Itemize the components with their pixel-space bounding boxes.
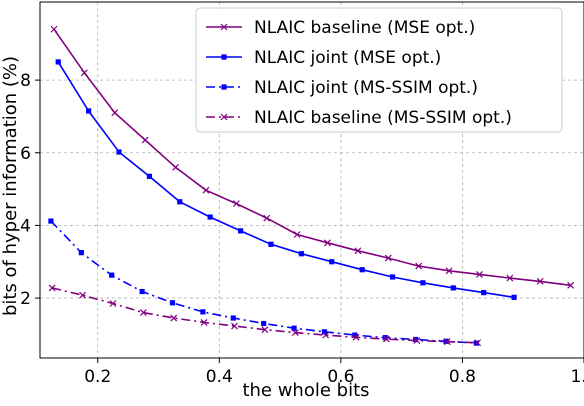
data-point bbox=[111, 109, 119, 117]
data-point bbox=[352, 332, 358, 338]
data-point bbox=[443, 338, 451, 346]
data-point bbox=[298, 251, 304, 257]
data-point bbox=[109, 300, 117, 307]
series-group bbox=[50, 25, 575, 289]
data-point bbox=[200, 318, 208, 326]
series-line bbox=[53, 28, 571, 287]
data-point bbox=[232, 200, 240, 208]
data-point bbox=[413, 337, 421, 344]
data-point bbox=[230, 315, 236, 321]
series-line bbox=[52, 287, 478, 344]
data-point bbox=[169, 300, 176, 306]
data-point bbox=[172, 163, 179, 171]
series-lines bbox=[48, 25, 575, 347]
data-point bbox=[291, 329, 299, 336]
data-point bbox=[220, 113, 228, 121]
data-point bbox=[389, 274, 396, 280]
x-tick-label: 0.4 bbox=[206, 367, 233, 387]
data-point bbox=[48, 284, 56, 292]
legend-item: NLAIC joint (MSE opt.) bbox=[206, 48, 441, 68]
data-point bbox=[141, 136, 149, 144]
data-point bbox=[321, 329, 328, 335]
data-point bbox=[420, 280, 426, 286]
data-point bbox=[511, 294, 517, 300]
data-point bbox=[261, 326, 269, 334]
x-tick-label: 0.8 bbox=[449, 367, 476, 387]
data-point bbox=[443, 338, 449, 344]
data-point bbox=[450, 285, 456, 291]
x-axis-label: the whole bits bbox=[242, 380, 369, 401]
data-point bbox=[481, 290, 487, 296]
data-point bbox=[415, 262, 423, 270]
series-group bbox=[55, 59, 517, 300]
data-point bbox=[261, 320, 267, 327]
series-group bbox=[48, 284, 482, 347]
y-tick-label: 8 bbox=[20, 71, 31, 91]
legend-label: NLAIC joint (MS-SSIM opt.) bbox=[254, 78, 478, 98]
legend-item: NLAIC baseline (MS-SSIM opt.) bbox=[206, 108, 512, 128]
data-point bbox=[78, 250, 84, 256]
data-point bbox=[116, 149, 122, 155]
y-tick-label: 2 bbox=[20, 289, 31, 309]
legend-box bbox=[195, 7, 563, 133]
x-tick-label: 0.6 bbox=[327, 367, 354, 387]
data-point bbox=[359, 267, 365, 273]
data-point bbox=[268, 241, 274, 247]
series-line bbox=[57, 61, 515, 299]
data-point bbox=[139, 288, 145, 295]
data-point bbox=[329, 259, 335, 265]
data-point bbox=[139, 309, 147, 317]
data-point bbox=[237, 228, 244, 234]
data-point bbox=[293, 231, 301, 238]
data-point bbox=[200, 309, 206, 315]
data-point bbox=[50, 25, 58, 33]
data-point bbox=[473, 340, 480, 346]
data-point bbox=[384, 254, 392, 262]
x-tick-label: 0.2 bbox=[84, 367, 111, 387]
legend: NLAIC baseline (MSE opt.) NLAIC joint (MS… bbox=[195, 7, 563, 133]
data-point bbox=[109, 272, 115, 278]
series-group bbox=[48, 218, 480, 346]
data-point bbox=[80, 69, 88, 77]
data-point bbox=[220, 23, 228, 31]
data-point bbox=[322, 331, 330, 339]
y-axis: 2 4 6 8 bbox=[20, 71, 40, 309]
data-point bbox=[445, 267, 453, 275]
data-point bbox=[48, 218, 54, 224]
data-point bbox=[177, 199, 183, 205]
data-point bbox=[79, 291, 86, 299]
legend-label: NLAIC joint (MSE opt.) bbox=[254, 48, 441, 68]
data-point bbox=[354, 247, 362, 255]
data-point bbox=[221, 54, 227, 60]
data-point bbox=[352, 333, 360, 341]
y-axis-label: bits of hyper information (%) bbox=[0, 56, 21, 316]
data-point bbox=[474, 339, 482, 347]
plot-frame bbox=[39, 1, 584, 359]
x-tick-label: 1.0 bbox=[570, 367, 584, 387]
data-point bbox=[291, 325, 297, 331]
data-point bbox=[55, 59, 61, 65]
data-point bbox=[146, 173, 153, 179]
legend-item: NLAIC joint (MS-SSIM opt.) bbox=[206, 78, 478, 98]
legend-item: NLAIC baseline (MSE opt.) bbox=[206, 18, 475, 38]
data-point bbox=[476, 271, 483, 278]
data-point bbox=[324, 239, 331, 247]
data-point bbox=[263, 214, 271, 222]
data-point bbox=[202, 186, 210, 194]
data-point bbox=[207, 214, 213, 220]
y-tick-label: 6 bbox=[20, 144, 31, 164]
y-tick-label: 4 bbox=[20, 216, 31, 236]
data-point bbox=[383, 335, 390, 343]
data-point bbox=[221, 84, 227, 90]
legend-label: NLAIC baseline (MS-SSIM opt.) bbox=[254, 108, 512, 128]
legend-label: NLAIC baseline (MSE opt.) bbox=[254, 18, 475, 38]
data-point bbox=[170, 314, 178, 322]
data-point bbox=[231, 322, 238, 330]
x-axis: 0.2 0.4 0.6 0.8 1.0 bbox=[84, 358, 584, 387]
data-point bbox=[567, 281, 575, 289]
data-point bbox=[536, 277, 544, 285]
data-point bbox=[86, 108, 92, 114]
data-point bbox=[506, 274, 514, 282]
